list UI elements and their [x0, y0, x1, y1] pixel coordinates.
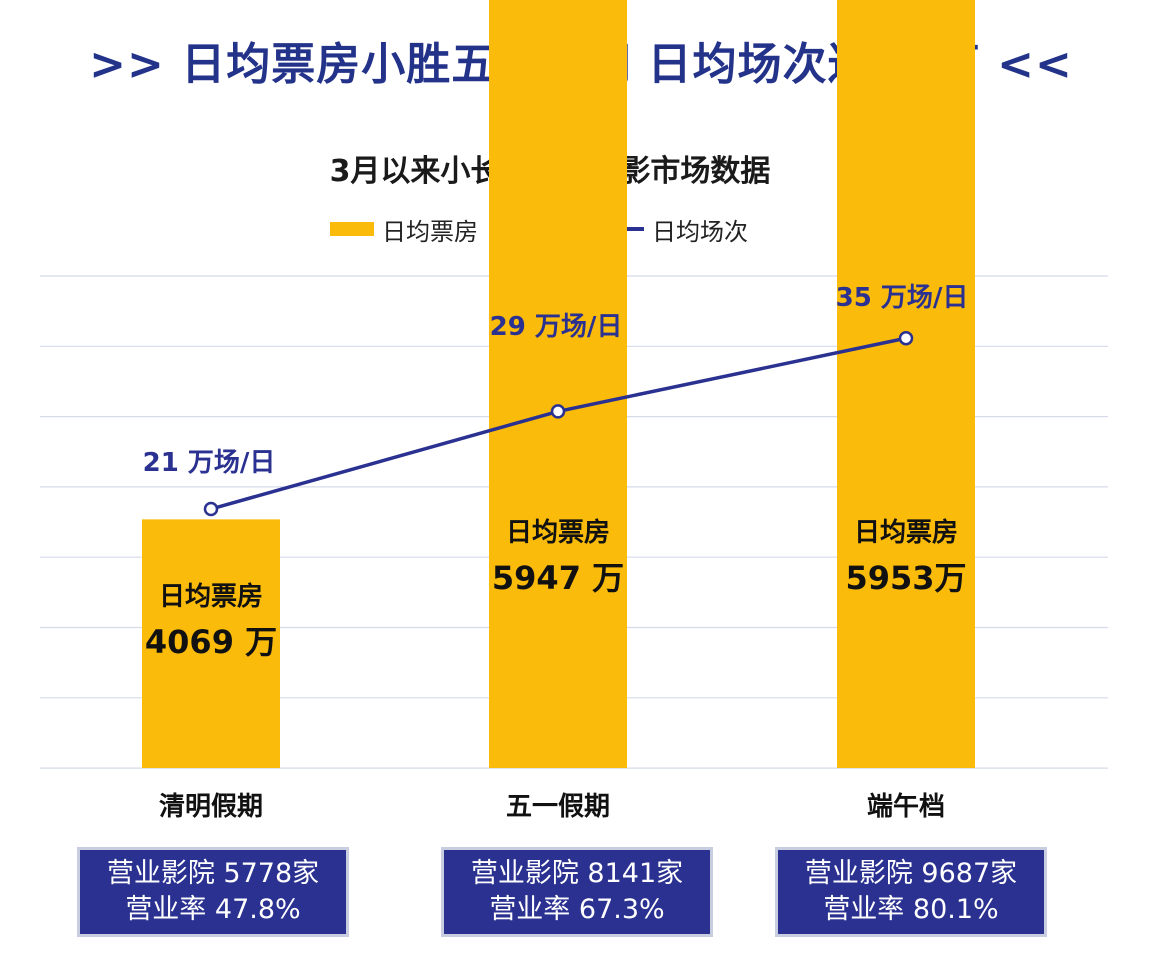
bar [489, 0, 627, 769]
info-box-wuyi: 营业影院 8141家 营业率 67.3% [441, 847, 713, 937]
category-label: 端午档 [867, 791, 945, 822]
legend-swatch-bar [330, 222, 374, 236]
screenings-data-label: 35 万场/日 [836, 283, 969, 313]
bar-data-label: 日均票房 [854, 518, 958, 548]
bar-data-label: 日均票房 [506, 518, 610, 548]
info-box-rate: 营业率 67.3% [489, 894, 665, 925]
bar [837, 0, 975, 768]
bar-data-label: 5947 万 [492, 559, 624, 597]
screenings-point [898, 330, 914, 346]
category-label: 清明假期 [159, 792, 263, 822]
bar-data-label: 4069 万 [145, 623, 277, 661]
info-box-rate: 营业率 80.1% [823, 894, 999, 925]
screenings-data-label: 21 万场/日 [143, 448, 276, 478]
info-box-cinemas: 营业影院 8141家 [470, 858, 684, 889]
bar [142, 519, 280, 768]
info-box-cinemas: 营业影院 9687家 [804, 858, 1018, 889]
category-label: 五一假期 [506, 792, 610, 822]
info-box-cinemas: 营业影院 5778家 [106, 858, 320, 889]
bar-data-label: 5953万 [845, 559, 966, 597]
info-box-duanwu: 营业影院 9687家 营业率 80.1% [775, 847, 1047, 937]
screenings-point [203, 501, 219, 517]
bar-data-label: 日均票房 [159, 582, 263, 612]
legend-label-screenings: 日均场次 [652, 217, 748, 246]
info-box-qingming: 营业影院 5778家 营业率 47.8% [77, 847, 349, 937]
screenings-data-label: 29 万场/日 [490, 312, 623, 342]
screenings-point [550, 404, 566, 419]
info-box-rate: 营业率 47.8% [125, 894, 301, 925]
